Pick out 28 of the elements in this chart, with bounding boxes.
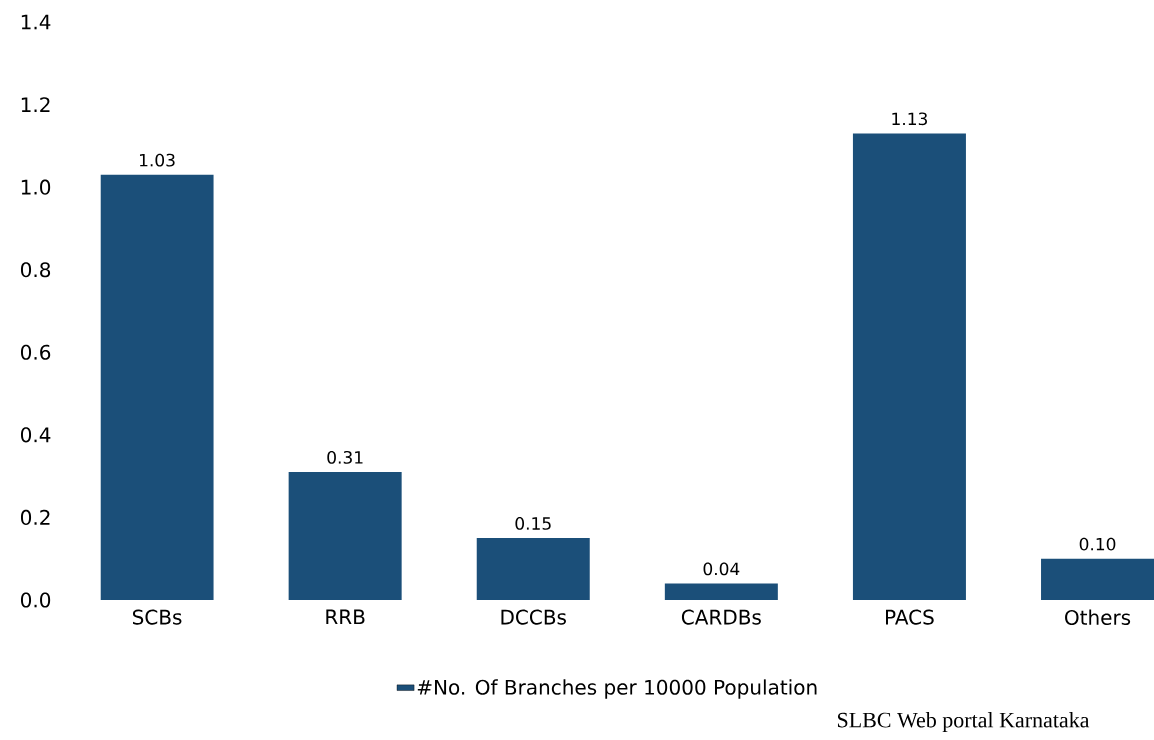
y-tick-label: 0.4 <box>20 427 51 443</box>
bar <box>1041 558 1154 600</box>
bar <box>100 174 214 600</box>
y-tick-label: 1.4 <box>21 14 51 30</box>
data-label: 0.04 <box>703 562 740 576</box>
y-tick-label: 0.6 <box>20 344 51 360</box>
y-tick-label: 1.2 <box>21 97 50 112</box>
bar <box>476 538 590 600</box>
y-tick-label: 0.2 <box>20 509 50 525</box>
data-label: 0.15 <box>515 517 551 530</box>
y-tick-label: 1.0 <box>21 179 51 195</box>
x-tick-label: CARDBs <box>681 609 761 625</box>
text: SLBC Web portal Karnataka <box>837 712 1090 732</box>
x-tick-label: PACS <box>886 609 934 625</box>
legend-label: #No. Of Branches per 10000 Population <box>417 679 817 699</box>
x-tick-label: RRB <box>326 609 365 625</box>
x-tick-label: SCBs <box>132 609 182 625</box>
bar <box>664 583 778 600</box>
bar <box>288 472 402 600</box>
x-tick-label: Others <box>1065 609 1131 626</box>
y-tick-label: 0.8 <box>20 262 51 278</box>
data-label: 0.10 <box>1079 537 1116 551</box>
data-label: 1.03 <box>139 153 175 167</box>
data-label: 1.13 <box>892 112 927 126</box>
bar <box>852 133 966 600</box>
data-label: 0.31 <box>327 450 363 464</box>
x-tick-label: DCCBs <box>501 609 566 625</box>
y-tick-label: 0.0 <box>20 592 51 608</box>
